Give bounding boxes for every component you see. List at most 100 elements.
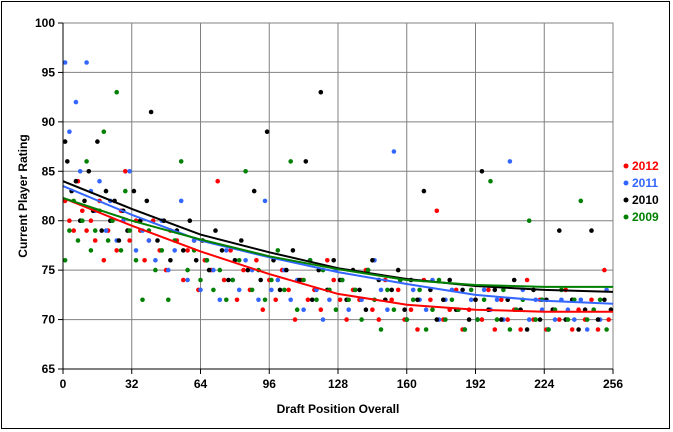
point-2009-56 [391,307,397,313]
point-2010-76 [511,277,517,283]
point-2011-69 [494,297,500,303]
point-2011-18 [166,267,171,273]
point-2010-3 [73,178,79,184]
point-2010-69 [466,317,472,322]
point-2009-28 [211,287,216,293]
trendline-2009 [62,197,613,288]
point-2009-12 [114,89,119,95]
point-2012-50 [337,297,343,303]
x-tick-label-2: 64 [194,377,208,391]
point-2011-19 [172,248,177,253]
point-2012-7 [92,238,98,243]
point-2011-12 [127,169,132,174]
point-2009-11 [110,218,115,223]
x-tick-label-8: 256 [603,377,623,391]
point-2010-5 [82,198,87,204]
point-2010-29 [213,228,218,233]
point-2011-4 [84,60,89,65]
point-2011-78 [552,317,558,322]
point-2010-73 [492,287,498,293]
point-2010-89 [595,317,601,322]
point-2009-58 [404,317,410,322]
point-2010-58 [395,267,401,273]
point-2012-37 [254,258,259,263]
axes: 0 32 64 96 128 160 192 224 256 65 70 75 80 85 90 95 100 [35,16,623,391]
point-2010-20 [155,238,160,243]
point-2011-20 [178,198,184,204]
y-tick-label-5: 90 [42,115,56,129]
point-2011-74 [526,317,532,322]
point-2010-88 [589,228,594,233]
point-2010-22 [168,258,173,263]
point-2009-39 [282,287,287,293]
point-2012-38 [260,307,266,313]
point-2009-40 [288,159,294,164]
point-2011-32 [256,297,261,303]
point-2010-39 [277,287,283,293]
point-2010-0 [62,139,68,144]
point-2009-38 [275,248,281,253]
point-2009-55 [385,287,390,293]
point-2010-83 [557,228,562,233]
point-2012-40 [273,297,279,303]
point-2010-42 [297,277,302,283]
point-2012-79 [524,277,530,283]
point-2012-51 [344,317,349,322]
point-2011-25 [211,267,216,273]
point-2009-4 [80,218,85,223]
point-2010-86 [576,327,581,332]
legend-label-2011: 2011 [632,176,658,190]
point-2012-15 [127,238,132,243]
point-2010-6 [86,169,92,174]
series-2011 [62,60,609,332]
point-2010-70 [473,297,478,303]
point-2012-33 [228,248,233,253]
point-2010-35 [251,188,257,194]
point-2011-35 [275,277,281,283]
point-2011-29 [236,287,242,293]
point-2009-89 [604,327,609,332]
point-2009-41 [294,307,300,313]
point-2012-5 [84,228,89,233]
point-2011-2 [73,99,79,105]
point-2012-2 [71,228,76,233]
point-2010-18 [144,198,150,204]
point-2010-59 [402,307,407,313]
point-2009-5 [84,159,89,164]
point-2012-65 [434,208,440,214]
point-2009-49 [346,297,352,303]
point-2009-70 [481,297,487,303]
point-2010-13 [116,238,122,243]
y-tick-label-2: 75 [42,263,56,277]
point-2009-19 [153,267,158,273]
point-2012-61 [408,307,414,313]
legend: 2012 2011 2010 2009 [623,159,659,224]
point-2009-74 [507,327,513,332]
point-2012-9 [101,258,107,263]
trendline-layer [62,180,614,313]
series-layer [62,60,614,332]
point-2012-42 [286,287,291,293]
point-2011-71 [507,159,513,164]
point-2011-65 [468,297,474,303]
series-2009 [62,89,609,332]
point-2009-80 [546,327,551,332]
point-2009-69 [475,317,480,322]
point-2012-58 [389,297,395,303]
point-2011-8 [103,228,109,233]
point-2012-45 [305,297,311,303]
point-2012-74 [492,327,498,332]
point-2009-52 [365,267,371,273]
point-2012-76 [505,317,511,322]
point-2009-60 [417,287,422,293]
point-2010-62 [421,188,427,194]
point-2011-33 [262,198,268,204]
legend-marker-2012 [623,163,629,169]
point-2010-64 [434,317,440,322]
point-2012-26 [185,248,190,253]
point-2010-65 [441,297,446,303]
point-2009-10 [105,238,111,243]
point-2011-81 [572,317,577,322]
point-2009-68 [468,287,474,293]
point-2012-72 [479,317,485,322]
